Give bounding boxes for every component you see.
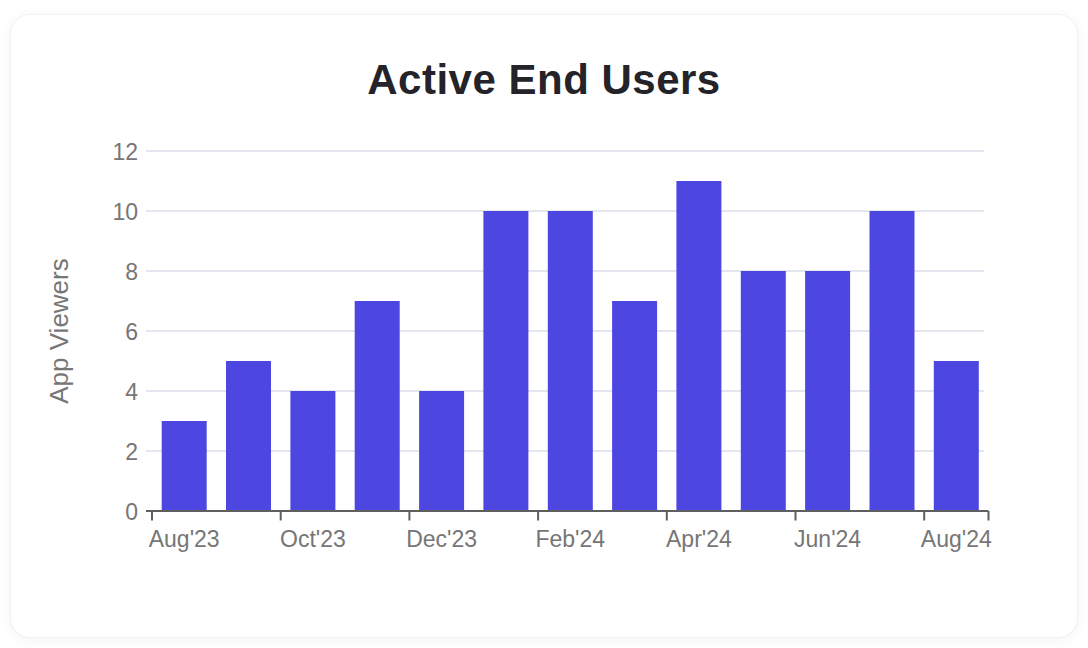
y-tick-label: 6: [125, 319, 138, 345]
x-tick-label: Oct'23: [280, 526, 346, 552]
chart-card: Aug'23 Oct'23 Dec'23 Feb'24 Apr'24 Jun'24 Aug'…: [10, 14, 1078, 638]
y-tick-label: 12: [112, 139, 138, 165]
bar[interactable]: [483, 211, 528, 511]
bar-chart: Aug'23 Oct'23 Dec'23 Feb'24 Apr'24 Jun'24 Aug'…: [11, 15, 1088, 648]
y-tick-label: 8: [125, 259, 138, 285]
bar[interactable]: [548, 211, 593, 511]
x-tick-label: Apr'24: [666, 526, 732, 552]
page-background: Aug'23 Oct'23 Dec'23 Feb'24 Apr'24 Jun'24 Aug'…: [0, 0, 1088, 648]
bar[interactable]: [870, 211, 915, 511]
bar[interactable]: [805, 271, 850, 511]
bar[interactable]: [741, 271, 786, 511]
chart-title: Active End Users: [11, 59, 1077, 101]
x-tick-label: Aug'24: [921, 526, 992, 552]
y-axis-label: App Viewers: [44, 258, 74, 404]
y-tick-label: 2: [125, 439, 138, 465]
bar[interactable]: [676, 181, 721, 511]
bar[interactable]: [162, 421, 207, 511]
x-tick-label: Feb'24: [535, 526, 605, 552]
y-tick-label: 10: [112, 199, 138, 225]
bar[interactable]: [355, 301, 400, 511]
y-tick-label: 0: [125, 499, 138, 525]
bar[interactable]: [226, 361, 271, 511]
bar[interactable]: [612, 301, 657, 511]
bar[interactable]: [290, 391, 335, 511]
x-tick-label: Dec'23: [406, 526, 477, 552]
x-tick-label: Aug'23: [149, 526, 220, 552]
bar[interactable]: [419, 391, 464, 511]
bar[interactable]: [934, 361, 979, 511]
x-tick-label: Jun'24: [794, 526, 861, 552]
y-tick-label: 4: [125, 379, 138, 405]
